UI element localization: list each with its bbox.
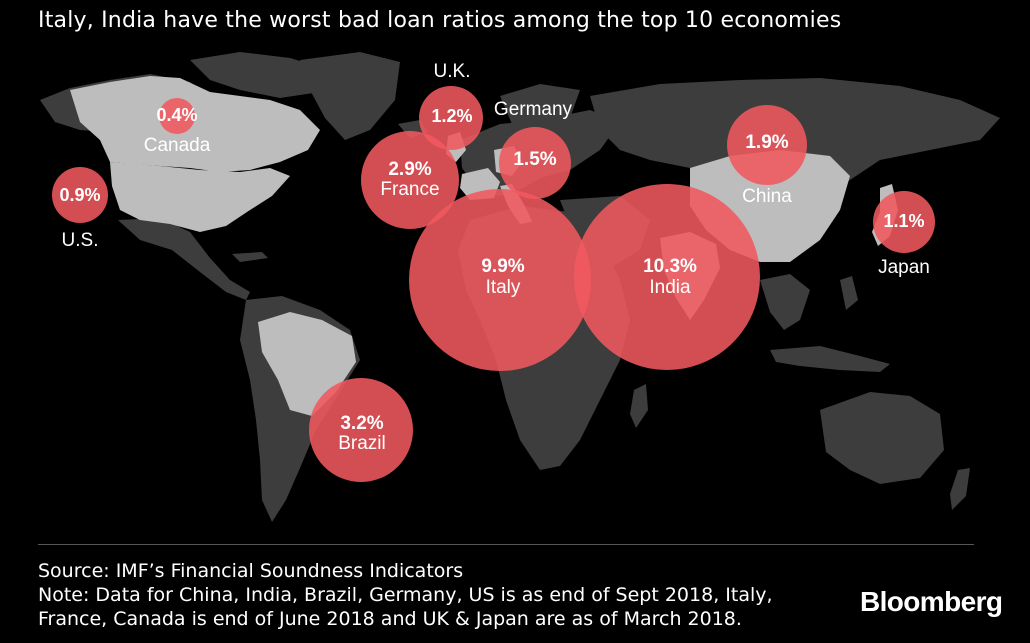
bubble-us bbox=[52, 167, 108, 223]
uk-name: U.K. bbox=[434, 61, 471, 82]
italy-name: Italy bbox=[486, 277, 521, 298]
canada-value: 0.4% bbox=[156, 105, 197, 125]
brazil-value: 3.2% bbox=[340, 413, 383, 434]
japan-name: Japan bbox=[878, 257, 930, 278]
italy-value: 9.9% bbox=[481, 256, 524, 277]
bubble-italy bbox=[409, 189, 591, 371]
germany-value: 1.5% bbox=[513, 149, 556, 170]
brazil-name: Brazil bbox=[338, 433, 386, 454]
china-name: China bbox=[742, 186, 792, 207]
france-name: France bbox=[380, 179, 439, 200]
data-note-line-1: Note: Data for China, India, Brazil, Ger… bbox=[38, 584, 773, 606]
us-value: 0.9% bbox=[59, 185, 100, 205]
us-name: U.S. bbox=[62, 230, 99, 251]
world-map: 10.3% India 9.9% Italy 3.2% Brazil 2.9% … bbox=[40, 52, 1000, 522]
chart-title: Italy, India have the worst bad loan rat… bbox=[38, 8, 842, 33]
divider bbox=[38, 544, 974, 545]
bubble-uk bbox=[419, 86, 483, 150]
land-philippines bbox=[840, 276, 858, 310]
data-note-line-2: France, Canada is end of June 2018 and U… bbox=[38, 608, 742, 630]
land-mexico bbox=[118, 218, 250, 300]
japan-value: 1.1% bbox=[883, 211, 924, 231]
land-caribbean bbox=[232, 252, 268, 262]
data-note: Note: Data for China, India, Brazil, Ger… bbox=[38, 583, 773, 631]
bloomberg-logo: Bloomberg bbox=[860, 586, 1003, 617]
india-name: India bbox=[649, 277, 691, 298]
land-scandinavia bbox=[500, 84, 580, 126]
india-value: 10.3% bbox=[643, 256, 697, 277]
land-southeast-asia bbox=[760, 274, 810, 330]
bubble-brazil bbox=[309, 378, 413, 482]
bubble-india bbox=[574, 184, 760, 370]
land-usa bbox=[110, 162, 290, 232]
bubble-canada bbox=[159, 98, 195, 134]
land-new-zealand bbox=[950, 468, 970, 510]
land-canada bbox=[70, 76, 320, 172]
land-australia bbox=[820, 392, 944, 484]
bubble-france bbox=[361, 131, 459, 229]
bubble-labels: 10.3% India 9.9% Italy 3.2% Brazil 2.9% … bbox=[59, 61, 929, 454]
germany-name: Germany bbox=[494, 99, 573, 120]
bubble-japan bbox=[873, 191, 935, 253]
land-greenland bbox=[300, 52, 400, 140]
uk-value: 1.2% bbox=[431, 106, 472, 126]
bubble-germany bbox=[499, 127, 571, 199]
land-madagascar bbox=[630, 384, 648, 428]
land-arctic-islands bbox=[190, 52, 330, 98]
canada-name: Canada bbox=[144, 135, 211, 156]
bubble-china bbox=[727, 105, 807, 185]
france-value: 2.9% bbox=[388, 159, 431, 180]
source-note: Source: IMF’s Financial Soundness Indica… bbox=[38, 560, 464, 582]
bubbles bbox=[52, 86, 935, 482]
land-indonesia bbox=[770, 346, 890, 372]
china-value: 1.9% bbox=[745, 132, 788, 153]
